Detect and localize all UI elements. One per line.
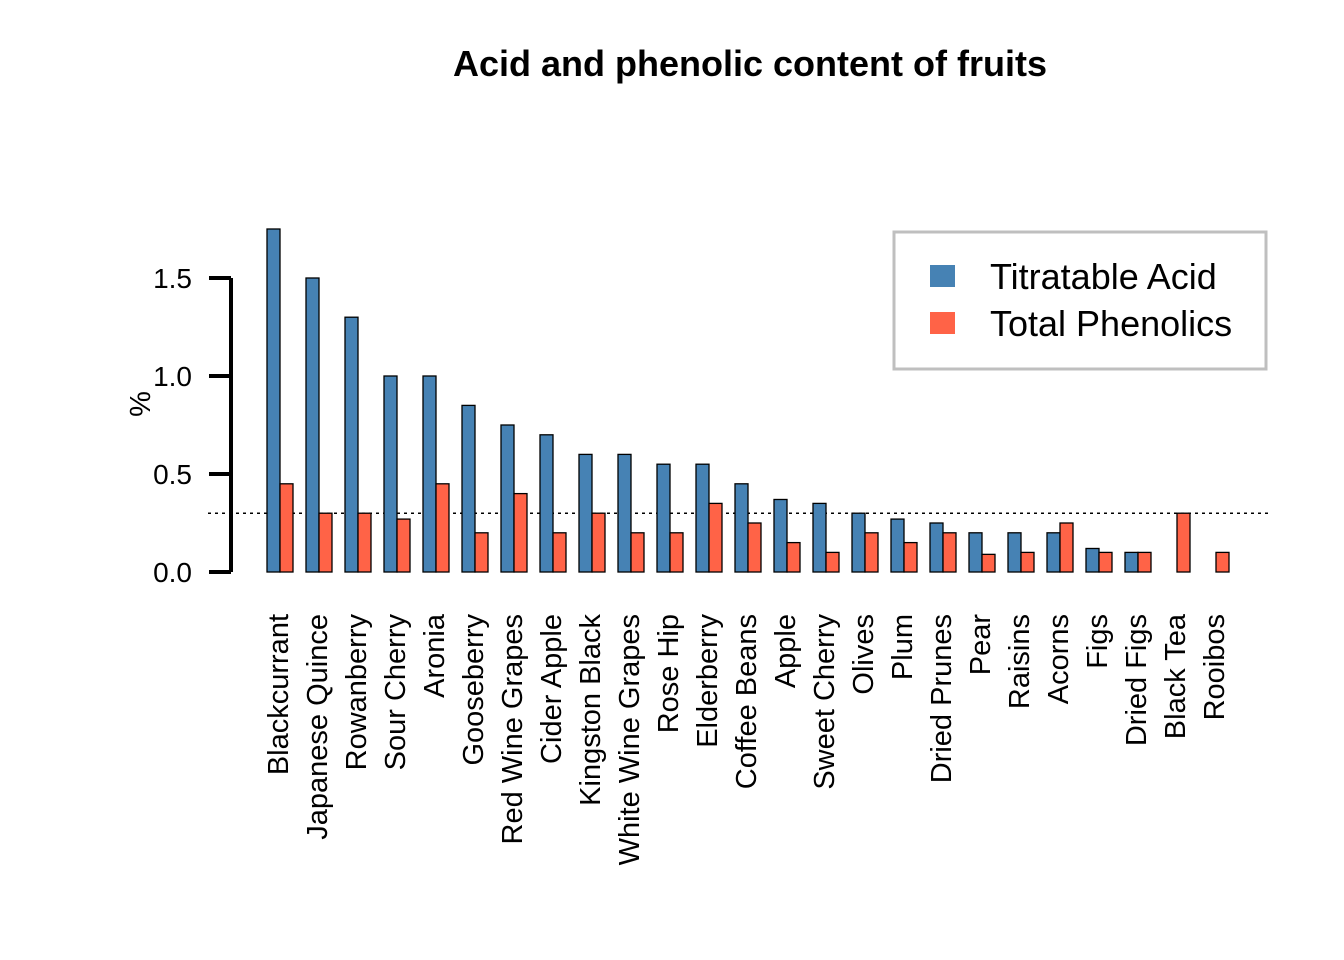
bar-titratable-acid-kingston-black (578, 453, 593, 573)
x-axis-labels: Blackcurrant Japanese Quince Rowanberry Sou… (263, 613, 1231, 865)
bar-titratable-acid-red-wine-grapes (500, 424, 515, 573)
bar-total-phenolics-rose-hip (669, 532, 684, 573)
bar-titratable-acid-gooseberry (461, 404, 476, 573)
bar-titratable-acid-cider-apple (539, 434, 554, 573)
bars (266, 228, 1230, 573)
x-tick-label-aronia: Aronia (419, 613, 451, 698)
bar-total-phenolics-blackcurrant (279, 483, 294, 573)
bar-titratable-acid-coffee-beans (734, 483, 749, 573)
bar-total-phenolics-dried-figs (1137, 551, 1152, 573)
bar-total-phenolics-elderberry (708, 502, 723, 573)
x-tick-label-coffee-beans: Coffee Beans (731, 614, 763, 789)
bar-total-phenolics-pear (981, 553, 996, 573)
bar-titratable-acid-elderberry (695, 463, 710, 573)
legend-swatch-titratable-acid (930, 265, 955, 287)
bar-titratable-acid-rose-hip (656, 463, 671, 573)
x-tick-label-rowanberry: Rowanberry (341, 614, 373, 771)
bar-titratable-acid-dried-figs (1124, 551, 1139, 573)
bar-total-phenolics-apple (786, 541, 801, 573)
bar-total-phenolics-raisins (1020, 551, 1035, 573)
bar-total-phenolics-rowanberry (357, 512, 372, 573)
bar-titratable-acid-apple (773, 498, 788, 573)
legend: Titratable Acid Total Phenolics (892, 230, 1268, 371)
y-tick-label: 1.5 (153, 263, 192, 294)
bar-total-phenolics-olives (864, 532, 879, 573)
x-tick-label-blackcurrant: Blackcurrant (263, 614, 295, 775)
x-tick-label-sour-cherry: Sour Cherry (380, 614, 412, 771)
bar-total-phenolics-kingston-black (591, 512, 606, 573)
bar-total-phenolics-dried-prunes (942, 532, 957, 573)
bar-total-phenolics-sweet-cherry (825, 551, 840, 573)
bar-titratable-acid-sweet-cherry (812, 502, 827, 573)
x-tick-label-sweet-cherry: Sweet Cherry (809, 614, 841, 790)
y-axis-label: % (125, 391, 157, 417)
bar-total-phenolics-coffee-beans (747, 522, 762, 573)
y-tick-label: 0.0 (153, 557, 192, 588)
x-tick-label-apple: Apple (770, 614, 802, 688)
bar-titratable-acid-olives (851, 512, 866, 573)
x-tick-label-plum: Plum (887, 614, 919, 680)
bar-titratable-acid-rowanberry (344, 316, 359, 573)
bar-total-phenolics-gooseberry (474, 532, 489, 573)
y-axis: 0.0 0.5 1.0 1.5 (153, 263, 233, 588)
legend-label-titratable-acid: Titratable Acid (990, 256, 1217, 297)
x-tick-label-rooibos: Rooibos (1199, 614, 1231, 720)
x-tick-label-cider-apple: Cider Apple (536, 614, 568, 764)
bar-titratable-acid-white-wine-grapes (617, 453, 632, 573)
legend-swatch-total-phenolics (930, 312, 955, 334)
bar-total-phenolics-figs (1098, 551, 1113, 573)
bar-titratable-acid-raisins (1007, 532, 1022, 573)
bar-titratable-acid-figs (1085, 547, 1100, 573)
x-tick-label-raisins: Raisins (1004, 614, 1036, 709)
bar-titratable-acid-acorns (1046, 532, 1061, 573)
x-tick-label-figs: Figs (1082, 614, 1114, 669)
bar-titratable-acid-aronia (422, 375, 437, 573)
x-tick-label-white-wine-grapes: White Wine Grapes (614, 614, 646, 865)
x-tick-label-japanese-quince: Japanese Quince (302, 614, 334, 840)
bar-total-phenolics-japanese-quince (318, 512, 333, 573)
y-tick-label: 0.5 (153, 459, 192, 490)
bar-titratable-acid-pear (968, 532, 983, 573)
x-tick-label-gooseberry: Gooseberry (458, 614, 490, 766)
bar-total-phenolics-rooibos (1215, 551, 1230, 573)
x-tick-label-dried-prunes: Dried Prunes (926, 614, 958, 783)
bar-total-phenolics-red-wine-grapes (513, 492, 528, 573)
x-tick-label-rose-hip: Rose Hip (653, 614, 685, 733)
bar-total-phenolics-black-tea (1176, 512, 1191, 573)
y-tick-label: 1.0 (153, 361, 192, 392)
x-tick-label-pear: Pear (965, 614, 997, 676)
x-tick-label-dried-figs: Dried Figs (1121, 614, 1153, 746)
chart-title: Acid and phenolic content of fruits (453, 43, 1047, 84)
bar-total-phenolics-aronia (435, 483, 450, 573)
x-tick-label-black-tea: Black Tea (1160, 613, 1192, 739)
x-tick-label-kingston-black: Kingston Black (575, 614, 607, 806)
x-tick-label-elderberry: Elderberry (692, 614, 724, 748)
x-tick-label-red-wine-grapes: Red Wine Grapes (497, 614, 529, 845)
bar-total-phenolics-cider-apple (552, 532, 567, 573)
x-tick-label-acorns: Acorns (1043, 614, 1075, 704)
bar-titratable-acid-plum (890, 518, 905, 573)
legend-box (892, 230, 1268, 371)
bar-titratable-acid-blackcurrant (266, 228, 281, 573)
bar-titratable-acid-sour-cherry (383, 375, 398, 573)
bar-total-phenolics-plum (903, 541, 918, 573)
bar-total-phenolics-acorns (1059, 522, 1074, 573)
bar-titratable-acid-dried-prunes (929, 522, 944, 573)
bar-total-phenolics-sour-cherry (396, 518, 411, 573)
bar-titratable-acid-japanese-quince (305, 277, 320, 573)
bar-total-phenolics-white-wine-grapes (630, 532, 645, 573)
legend-label-total-phenolics: Total Phenolics (990, 303, 1232, 344)
x-tick-label-olives: Olives (848, 614, 880, 695)
